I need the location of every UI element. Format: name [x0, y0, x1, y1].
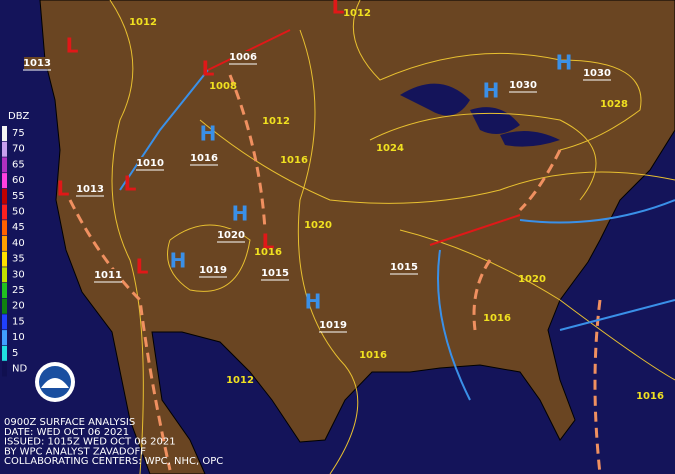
high-center: H [170, 249, 187, 273]
low-center: L [124, 172, 137, 196]
low-center: L [66, 34, 79, 58]
legend-label: ND [12, 364, 27, 375]
center-pressure: 1020 [217, 230, 245, 241]
legend-swatch [2, 314, 7, 330]
legend-title: DBZ [8, 111, 30, 122]
legend-swatch [2, 361, 7, 377]
label-bg [320, 319, 346, 331]
legend-label: 75 [12, 128, 25, 139]
isobar-label: 1016 [483, 313, 511, 324]
legend-label: 45 [12, 222, 25, 233]
isobar-label: 1020 [304, 220, 332, 231]
legend-swatch [2, 141, 7, 157]
isobar-label: 1016 [636, 391, 664, 402]
high-center: H [483, 79, 500, 103]
center-pressure: 1030 [509, 80, 537, 91]
legend-label: 25 [12, 285, 25, 296]
warm-fronts [207, 29, 521, 246]
legend-swatch [2, 330, 7, 346]
legend-label: 65 [12, 159, 25, 170]
low-center: L [332, 0, 345, 19]
center-pressure: 1015 [261, 268, 289, 279]
legend-swatch [2, 204, 7, 220]
center-pressure: 1011 [94, 270, 122, 281]
high-center: H [556, 51, 573, 75]
legend-swatch [2, 235, 7, 251]
center-pressure: 1015 [390, 262, 418, 273]
center-pressure: 1030 [583, 68, 611, 79]
label-bg [24, 57, 50, 69]
legend-swatch [2, 157, 7, 173]
legend-label: 30 [12, 269, 25, 280]
legend-swatch [2, 298, 7, 314]
label-bg [218, 229, 244, 241]
isobar-label: 1016 [254, 247, 282, 258]
isobars [109, 0, 675, 474]
label-bg [77, 183, 103, 195]
center-pressure: 1019 [319, 320, 347, 331]
isobar-label: 1008 [209, 81, 237, 92]
label-bg [262, 267, 288, 279]
legend-label: 5 [12, 348, 18, 359]
legend-label: 20 [12, 301, 25, 312]
footer-line: BY WPC ANALYST ZAVADOFF [4, 446, 146, 457]
label-bg [137, 157, 163, 169]
center-pressure: 1016 [190, 153, 218, 164]
isobar-label: 1012 [262, 116, 290, 127]
legend-swatch [2, 267, 7, 283]
legend-label: 35 [12, 254, 25, 265]
high-center: H [232, 202, 249, 226]
label-bg [584, 67, 610, 79]
label-bg [510, 79, 536, 91]
isobar-label: 1024 [376, 143, 404, 154]
low-center: L [262, 230, 275, 254]
footer-line: 0900Z SURFACE ANALYSIS [4, 417, 135, 428]
footer-line: ISSUED: 1015Z WED OCT 06 2021 [4, 437, 176, 448]
footer-line: DATE: WED OCT 06 2021 [4, 427, 129, 438]
center-pressure: 1013 [76, 184, 104, 195]
low-center: L [57, 177, 70, 201]
legend-swatch [2, 173, 7, 189]
label-bg [200, 264, 226, 276]
footer-line: COLLABORATING CENTERS: WPC, NHC, OPC [4, 456, 223, 467]
legend-swatch [2, 345, 7, 361]
legend-label: 55 [12, 191, 25, 202]
isobar-label: 1012 [343, 8, 371, 19]
legend-swatch [2, 283, 7, 298]
high-center: H [305, 290, 322, 314]
label-bg [230, 51, 256, 63]
low-center: L [136, 255, 149, 279]
legend-label: 40 [12, 238, 25, 249]
noaa-logo [35, 362, 75, 402]
label-bg [191, 152, 217, 164]
label-bg [391, 261, 417, 273]
legend-label: 70 [12, 144, 25, 155]
legend-swatch [2, 188, 7, 204]
label-bg [95, 269, 121, 281]
great-lakes [400, 83, 560, 147]
legend-swatch [2, 251, 7, 267]
center-pressure: 1013 [23, 58, 51, 69]
legend-label: 10 [12, 332, 25, 343]
center-pressure: 1010 [136, 158, 164, 169]
legend-label: 50 [12, 207, 25, 218]
isobar-label: 1016 [359, 350, 387, 361]
high-center: H [200, 122, 217, 146]
legend-swatch [2, 220, 7, 236]
isobar-label: 1012 [226, 375, 254, 386]
land [39, 0, 675, 474]
cold-fronts [119, 69, 675, 401]
legend-label: 60 [12, 175, 25, 186]
low-center: L [202, 57, 215, 81]
center-pressure: 1006 [229, 52, 257, 63]
legend-swatch [2, 126, 7, 141]
center-pressure: 1019 [199, 265, 227, 276]
legend-label: 15 [12, 316, 25, 327]
isobar-label: 1016 [280, 155, 308, 166]
isobar-label: 1020 [518, 274, 546, 285]
isobar-label: 1028 [600, 99, 628, 110]
isobar-label: 1012 [129, 17, 157, 28]
